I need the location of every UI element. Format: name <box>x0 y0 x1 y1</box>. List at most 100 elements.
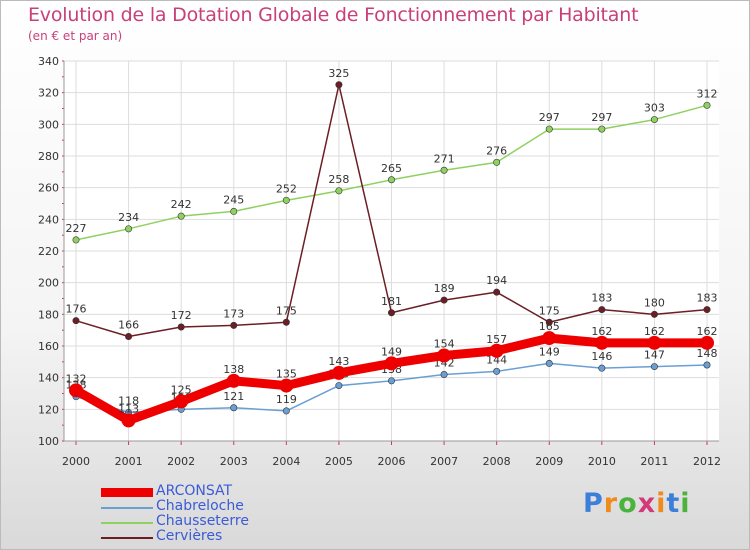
data-point <box>545 318 553 326</box>
data-label: 258 <box>328 173 349 186</box>
data-label: 149 <box>539 345 560 358</box>
data-point <box>226 373 241 388</box>
x-tick-label: 2002 <box>167 455 195 468</box>
data-point <box>703 361 711 369</box>
legend-label: ARCONSAT <box>156 483 233 499</box>
data-point <box>177 212 185 220</box>
x-tick-label: 2006 <box>378 455 406 468</box>
x-tick-label: 2008 <box>483 455 511 468</box>
data-point <box>650 116 658 124</box>
data-label: 175 <box>276 304 297 317</box>
data-point <box>440 370 448 378</box>
logo-letter: P <box>583 488 604 519</box>
data-label: 265 <box>381 162 402 175</box>
x-tick-label: 2007 <box>430 455 458 468</box>
data-point <box>700 335 714 350</box>
x-tick-label: 2003 <box>220 455 248 468</box>
data-point <box>545 125 553 133</box>
data-label: 132 <box>66 372 87 385</box>
data-label: 176 <box>66 303 87 316</box>
data-point <box>121 413 136 428</box>
data-label: 297 <box>591 111 612 124</box>
data-point <box>174 394 189 409</box>
data-label: 297 <box>539 111 560 124</box>
data-label: 143 <box>328 355 349 368</box>
data-point <box>437 348 452 363</box>
legend-swatch <box>101 522 153 524</box>
data-point <box>650 310 658 318</box>
data-point <box>282 407 290 415</box>
data-label: 119 <box>276 393 297 406</box>
data-point <box>703 101 711 109</box>
data-point <box>650 363 658 371</box>
data-label: 118 <box>118 395 139 408</box>
y-tick-label: 200 <box>38 277 59 290</box>
logo-letter: x <box>637 488 657 519</box>
data-label: 252 <box>276 182 297 195</box>
data-point <box>598 125 606 133</box>
data-label: 183 <box>697 292 718 305</box>
data-point <box>335 81 343 89</box>
y-tick-label: 280 <box>38 150 59 163</box>
data-label: 146 <box>591 350 612 363</box>
y-tick-label: 120 <box>38 403 59 416</box>
data-point <box>177 323 185 331</box>
x-tick-label: 2005 <box>325 455 353 468</box>
data-label: 113 <box>118 402 139 415</box>
data-label: 154 <box>434 338 455 351</box>
data-label: 234 <box>118 211 139 224</box>
data-label: 312 <box>697 87 718 100</box>
logo-letter: i <box>680 488 691 519</box>
data-label: 173 <box>223 307 244 320</box>
data-point <box>335 382 343 390</box>
data-label: 325 <box>328 67 349 80</box>
proxiti-logo: Proxiti <box>583 488 691 519</box>
x-tick-label: 2004 <box>272 455 300 468</box>
data-label: 194 <box>486 274 507 287</box>
x-tick-label: 2012 <box>693 455 721 468</box>
data-point <box>125 332 133 340</box>
data-point <box>440 296 448 304</box>
logo-letter: o <box>618 488 638 519</box>
data-point <box>387 309 395 317</box>
data-label: 242 <box>171 198 192 211</box>
legend-swatch <box>101 507 153 509</box>
data-point <box>598 306 606 314</box>
x-tick-label: 2009 <box>535 455 563 468</box>
data-point <box>282 196 290 204</box>
data-label: 271 <box>434 152 455 165</box>
data-label: 227 <box>66 222 87 235</box>
y-tick-label: 160 <box>38 340 59 353</box>
legend-swatch <box>101 488 153 497</box>
data-label: 303 <box>644 102 665 115</box>
x-tick-label: 2010 <box>588 455 616 468</box>
legend-swatch <box>101 537 153 539</box>
data-point <box>594 335 609 350</box>
data-point <box>230 321 238 329</box>
y-tick-label: 220 <box>38 245 59 258</box>
data-label: 181 <box>381 295 402 308</box>
data-label: 149 <box>381 345 402 358</box>
data-point <box>72 317 80 325</box>
logo-letter: r <box>603 488 619 519</box>
data-label: 157 <box>486 333 507 346</box>
legend-label: Chabreloche <box>156 498 244 514</box>
data-label: 166 <box>118 319 139 332</box>
data-point <box>387 176 395 184</box>
data-label: 162 <box>644 325 665 338</box>
x-tick-label: 2000 <box>62 455 90 468</box>
data-point <box>384 356 399 371</box>
y-tick-label: 300 <box>38 118 59 131</box>
data-label: 175 <box>539 304 560 317</box>
data-label: 147 <box>644 349 665 362</box>
data-point <box>230 404 238 412</box>
data-label: 276 <box>486 144 507 157</box>
legend-label: Cervières <box>156 528 223 544</box>
data-label: 138 <box>223 363 244 376</box>
logo-letter: i <box>656 488 667 519</box>
y-tick-label: 100 <box>38 435 59 448</box>
data-label: 121 <box>223 390 244 403</box>
data-label: 165 <box>539 320 560 333</box>
